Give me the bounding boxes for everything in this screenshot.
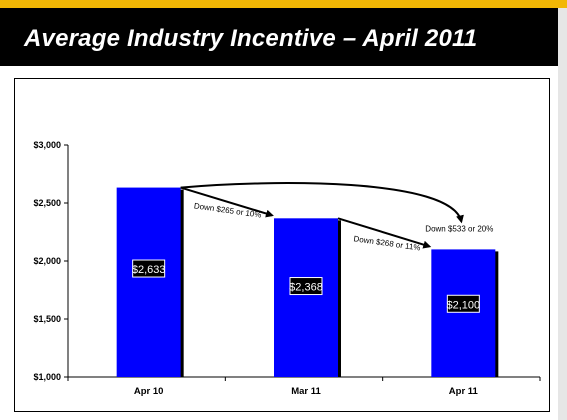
x-tick-label: Apr 10 xyxy=(134,386,164,397)
bar xyxy=(274,218,338,377)
bar-value-box xyxy=(289,277,323,296)
accent-bar xyxy=(0,0,567,8)
bar xyxy=(116,187,181,377)
slide-title: Average Industry Incentive – April 2011 xyxy=(24,25,478,52)
y-tick-label: $1,500 xyxy=(33,314,61,324)
bar xyxy=(431,249,496,377)
x-tick-label: Apr 11 xyxy=(449,386,479,397)
y-tick-label: $3,000 xyxy=(33,140,61,150)
arrow-apr10-to-apr11 xyxy=(180,182,464,224)
x-tick-label: Mar 11 xyxy=(291,386,321,397)
bar-value-label: $2,633 xyxy=(132,264,166,276)
y-tick-label: $2,000 xyxy=(33,256,61,266)
title-band: Average Industry Incentive – April 2011 xyxy=(0,8,558,66)
annotation-label: Down $265 or 10% xyxy=(193,201,262,219)
annotation-label: Down $268 or 11% xyxy=(353,234,421,252)
right-edge-strip xyxy=(558,8,567,420)
bar-chart: $1,000 $1,500 $2,000 $2,500 $3,000 Apr 10 Mar … xyxy=(33,140,541,397)
bar-value-box xyxy=(446,294,480,313)
bar-value-box xyxy=(132,259,166,278)
y-tick-label: $2,500 xyxy=(33,198,61,208)
bar-value-label: $2,368 xyxy=(289,282,323,294)
y-tick-label: $1,000 xyxy=(33,372,61,382)
bar-value-label: $2,100 xyxy=(447,299,481,311)
annotation-label: Down $533 or 20% xyxy=(425,224,493,233)
arrow-apr10-to-mar11 xyxy=(180,186,274,218)
arrow-mar11-to-apr11 xyxy=(337,217,432,249)
chart-frame: $1,000 $1,500 $2,000 $2,500 $3,000 Apr 10 Mar … xyxy=(14,78,550,412)
